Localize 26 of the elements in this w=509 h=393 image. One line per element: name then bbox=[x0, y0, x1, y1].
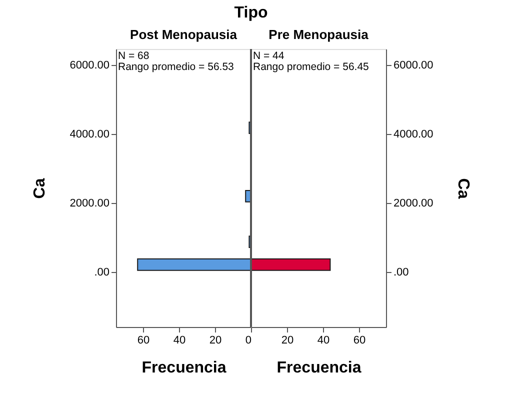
annotation: Rango promedio = 56.45 bbox=[253, 61, 370, 73]
y-tick-label: .00 bbox=[394, 266, 409, 278]
y-axis-title: Ca bbox=[454, 178, 472, 199]
x-tick-label: 60 bbox=[353, 334, 366, 346]
x-axis-title: Frecuencia bbox=[142, 360, 226, 376]
y-tick-label: 6000.00 bbox=[394, 60, 434, 72]
y-axis-title: Ca bbox=[32, 178, 49, 199]
y-tick-label: 4000.00 bbox=[394, 128, 434, 141]
x-tick-label: 40 bbox=[173, 334, 186, 346]
chart-subtitle: Pre Menopausia bbox=[268, 27, 370, 42]
y-tick-label: 2000.00 bbox=[70, 197, 110, 210]
x-tick-label: 0 bbox=[245, 334, 252, 346]
x-tick-label: 40 bbox=[317, 334, 330, 346]
annotation: N = 68 bbox=[118, 50, 150, 62]
y-tick-label: 4000.00 bbox=[70, 128, 110, 141]
chart-title: Tipo bbox=[234, 4, 268, 22]
x-tick-label: 60 bbox=[137, 334, 150, 346]
x-axis-title: Frecuencia bbox=[276, 360, 362, 376]
annotation: Rango promedio = 56.53 bbox=[118, 61, 234, 73]
annotation: N = 44 bbox=[253, 50, 284, 62]
chart-subtitle: Post Menopausia bbox=[130, 27, 238, 42]
x-tick-label: 20 bbox=[209, 334, 222, 346]
y-tick-label: .00 bbox=[94, 266, 110, 278]
y-tick-label: 6000.00 bbox=[70, 60, 110, 72]
x-tick-label: 20 bbox=[281, 334, 294, 346]
y-tick-label: 2000.00 bbox=[394, 197, 434, 210]
